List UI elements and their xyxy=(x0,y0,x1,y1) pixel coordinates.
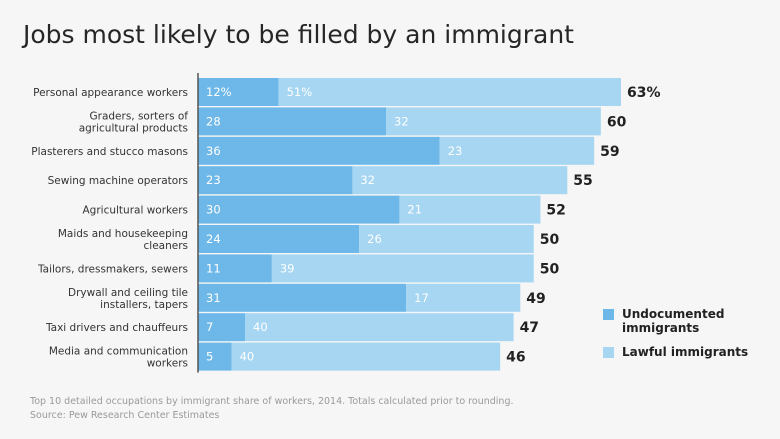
bar-lawful xyxy=(399,195,541,224)
value-label-undocumented: 11 xyxy=(206,261,221,275)
chart-title: Jobs most likely to be filled by an immi… xyxy=(23,20,574,49)
footnote: Top 10 detailed occupations by immigrant… xyxy=(30,396,514,407)
value-label-undocumented: 12% xyxy=(206,85,232,99)
category-label: Maids and housekeeping cleaners xyxy=(58,228,188,252)
value-label-lawful: 32 xyxy=(394,114,409,128)
bar-undocumented xyxy=(198,283,407,312)
category-label: Drywall and ceiling tile installers, tape… xyxy=(68,287,188,311)
value-label-lawful: 40 xyxy=(240,350,255,364)
bar-undocumented xyxy=(198,107,386,136)
legend-lawful: Lawful immigrants xyxy=(603,345,772,359)
legend-swatch-lawful xyxy=(603,347,614,358)
category-label: Graders, sorters of agricultural products xyxy=(79,110,189,134)
total-label: 63% xyxy=(627,85,661,101)
bar-undocumented xyxy=(198,195,400,224)
category-label: Personal appearance workers xyxy=(33,87,188,99)
value-label-lawful: 23 xyxy=(448,144,463,158)
value-label-undocumented: 30 xyxy=(206,203,221,217)
category-label-line: Graders, sorters of xyxy=(89,110,188,122)
value-label-undocumented: 5 xyxy=(206,350,213,364)
category-label: Media and communication workers xyxy=(49,346,188,370)
total-label: 60 xyxy=(607,114,627,130)
total-label: 59 xyxy=(600,144,619,160)
source-note: Source: Pew Research Center Estimates xyxy=(30,410,220,421)
category-label: Agricultural workers xyxy=(83,205,189,217)
total-label: 49 xyxy=(526,291,545,307)
total-label: 47 xyxy=(520,320,539,336)
category-label-line: Agricultural workers xyxy=(83,205,189,217)
category-label-line: Maids and housekeeping xyxy=(58,228,188,240)
bar-lawful xyxy=(231,342,501,371)
value-label-lawful: 32 xyxy=(360,173,375,187)
total-label: 52 xyxy=(546,203,565,219)
legend-swatch-undocumented xyxy=(603,309,614,320)
category-label-line: Tailors, dressmakers, sewers xyxy=(37,263,188,275)
category-label: Tailors, dressmakers, sewers xyxy=(37,263,188,275)
bar-undocumented xyxy=(198,225,360,253)
category-label-line: installers, tapers xyxy=(100,299,188,311)
category-label-line: Media and communication xyxy=(49,346,188,358)
category-label-line: workers xyxy=(147,358,188,370)
bar-lawful xyxy=(439,136,595,165)
category-label: Plasterers and stucco masons xyxy=(31,146,188,158)
total-label: 50 xyxy=(540,261,560,277)
bar-lawful xyxy=(245,313,514,342)
bar-lawful xyxy=(352,166,568,195)
category-label-line: Taxi drivers and chauffeurs xyxy=(45,322,188,334)
bar-undocumented xyxy=(198,254,272,283)
category-label: Taxi drivers and chauffeurs xyxy=(45,322,188,334)
value-label-undocumented: 28 xyxy=(206,114,221,128)
bar-lawful xyxy=(271,254,534,283)
value-label-undocumented: 7 xyxy=(206,320,213,334)
value-label-lawful: 39 xyxy=(280,261,295,275)
total-label: 55 xyxy=(573,173,592,189)
bar-undocumented xyxy=(198,166,353,195)
bar-undocumented xyxy=(198,136,440,165)
category-label: Sewing machine operators xyxy=(48,175,188,187)
legend-label-lawful: Lawful immigrants xyxy=(622,345,749,359)
value-label-lawful: 40 xyxy=(253,320,268,334)
category-label-line: Plasterers and stucco masons xyxy=(31,146,188,158)
legend-label-undocumented: Undocumented immigrants xyxy=(622,307,725,335)
value-label-undocumented: 31 xyxy=(206,291,221,305)
value-label-lawful: 21 xyxy=(407,203,422,217)
bar-undocumented xyxy=(198,78,279,106)
bar-lawful xyxy=(359,225,534,253)
total-label: 46 xyxy=(506,350,525,366)
category-label-line: Personal appearance workers xyxy=(33,87,188,99)
legend-undocumented: Undocumented immigrants xyxy=(603,307,772,335)
bar-lawful xyxy=(406,283,521,312)
bar-lawful xyxy=(386,107,601,136)
category-label-line: Drywall and ceiling tile xyxy=(68,287,188,299)
total-label: 50 xyxy=(540,232,560,248)
value-label-lawful: 51% xyxy=(287,85,313,99)
bar-lawful xyxy=(278,78,621,106)
value-label-undocumented: 36 xyxy=(206,144,221,158)
value-label-undocumented: 24 xyxy=(206,232,221,246)
value-label-lawful: 26 xyxy=(367,232,382,246)
category-label-line: Sewing machine operators xyxy=(48,175,188,187)
value-label-undocumented: 23 xyxy=(206,173,221,187)
bar-undocumented xyxy=(198,342,232,371)
category-label-line: agricultural products xyxy=(79,122,188,134)
bar-undocumented xyxy=(198,313,245,342)
value-label-lawful: 17 xyxy=(414,291,429,305)
category-label-line: cleaners xyxy=(144,240,189,252)
